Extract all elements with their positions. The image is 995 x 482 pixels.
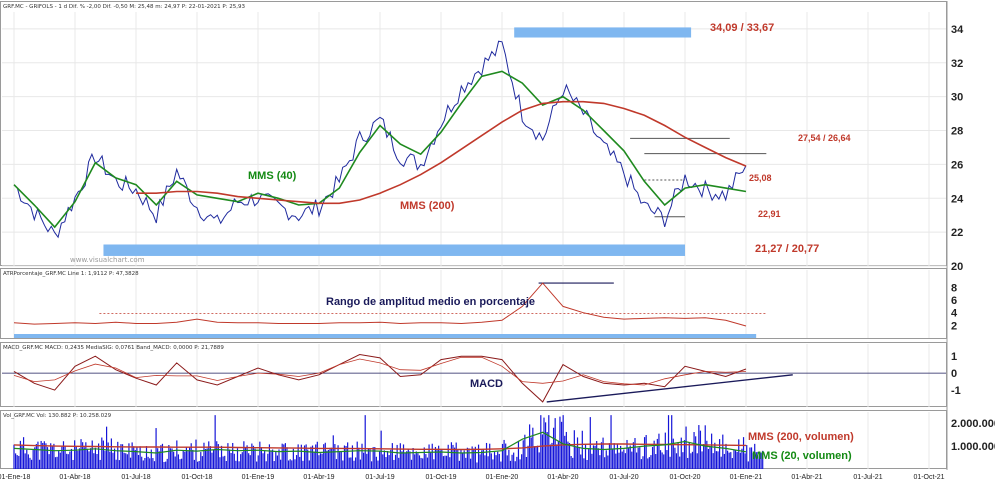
sma200-line <box>136 100 747 205</box>
price-y-tick: 22 <box>951 227 963 239</box>
resistance-band <box>514 27 692 38</box>
vol-sma200-label: MMS (200, volumen) <box>748 431 854 443</box>
sma40-label: MMS (40) <box>248 170 297 182</box>
atr-baseline-band <box>14 334 757 338</box>
volume-y-tick: 2.000.000 <box>951 418 995 430</box>
atr-line <box>13 282 747 327</box>
level-bands <box>103 27 767 256</box>
atr-label: Rango de amplitud medio en porcentaje <box>326 296 535 308</box>
volume-sma20-line <box>13 431 747 454</box>
macd-line <box>13 353 747 403</box>
x-tick-label: 01-Ene-20 <box>486 474 519 481</box>
atr-y-tick: 6 <box>951 295 957 307</box>
price-y-tick: 24 <box>951 193 964 205</box>
x-tick-label: 01-Jul-18 <box>121 474 150 481</box>
volume-panel-header: Vol_GRF.MC Vol: 130.882 P: 10.258.029 <box>3 413 112 419</box>
support-band <box>103 244 685 256</box>
atr-y-tick: 4 <box>951 308 958 320</box>
macd-y-tick: 0 <box>951 368 957 380</box>
sma200-label: MMS (200) <box>400 200 455 212</box>
x-tick-label: 01-Ene-19 <box>242 474 275 481</box>
x-tick-label: 01-Jul-19 <box>365 474 394 481</box>
volume-y-tick: 1.000.000 <box>951 441 995 453</box>
volume-sma200-line <box>13 443 747 451</box>
x-tick-label: 01-Jul-20 <box>609 474 638 481</box>
macd-y-tick: 1 <box>951 351 957 363</box>
macd-y-tick: -1 <box>951 385 961 397</box>
x-tick-label: 01-Abr-20 <box>547 474 578 481</box>
macd-trendline <box>546 374 793 403</box>
price-y-tick: 28 <box>951 126 963 138</box>
x-tick-label: 01-Oct-20 <box>669 474 700 481</box>
atr-panel <box>0 268 947 339</box>
watermark: www.visualchart.com <box>70 256 145 264</box>
resistance-band-label: 34,09 / 33,67 <box>710 22 774 34</box>
macd-series <box>2 353 946 403</box>
price-y-tick: 30 <box>951 92 963 104</box>
level-2754-label: 27,54 / 26,64 <box>798 133 851 143</box>
price-y-tick: 34 <box>951 24 964 36</box>
x-tick-label: 01-Ene-18 <box>0 474 30 481</box>
vol-sma20-label: MMS (20, volumen) <box>752 450 852 462</box>
price-series <box>13 40 747 239</box>
volume-series <box>13 415 764 469</box>
level-2508-label: 25,08 <box>749 173 772 183</box>
x-tick-label: 01-Abr-21 <box>791 474 822 481</box>
level-2291-label: 22,91 <box>758 209 781 219</box>
x-tick-label: 01-Abr-18 <box>59 474 90 481</box>
price-y-tick: 32 <box>951 58 963 70</box>
support-band-label: 21,27 / 20,77 <box>755 243 819 255</box>
price-panel-header: GRF.MC - GRIFOLS - 1 d Dif. % -2,00 Dif.… <box>3 4 246 10</box>
x-tick-label: 01-Jul-21 <box>853 474 882 481</box>
macd-signal-line <box>13 356 747 386</box>
gridlines <box>2 12 946 469</box>
atr-series <box>13 282 767 338</box>
macd-label: MACD <box>470 378 503 390</box>
price-y-tick: 26 <box>951 159 963 171</box>
x-tick-label: 01-Oct-19 <box>425 474 456 481</box>
atr-panel-header: ATRPorcentaje_GRF.MC Line 1: 1,9112 P: 4… <box>3 271 139 277</box>
macd-panel <box>0 342 947 407</box>
x-tick-label: 01-Ene-21 <box>730 474 763 481</box>
price-line <box>13 40 747 239</box>
sma40-line <box>13 70 747 229</box>
x-tick-label: 01-Oct-21 <box>913 474 944 481</box>
x-tick-label: 01-Abr-19 <box>303 474 334 481</box>
price-panel <box>0 1 947 266</box>
atr-y-tick: 2 <box>951 320 957 332</box>
x-tick-labels: 01-Ene-18 01-Abr-18 01-Jul-18 01-Oct-18 01-E… <box>0 474 945 481</box>
atr-y-tick: 8 <box>951 282 957 294</box>
macd-panel-header: MACD_GRF.MC MACD: 0,2435 MediaSIG: 0,076… <box>3 345 224 351</box>
x-tick-label: 01-Oct-18 <box>181 474 212 481</box>
price-y-tick: 20 <box>951 261 963 273</box>
